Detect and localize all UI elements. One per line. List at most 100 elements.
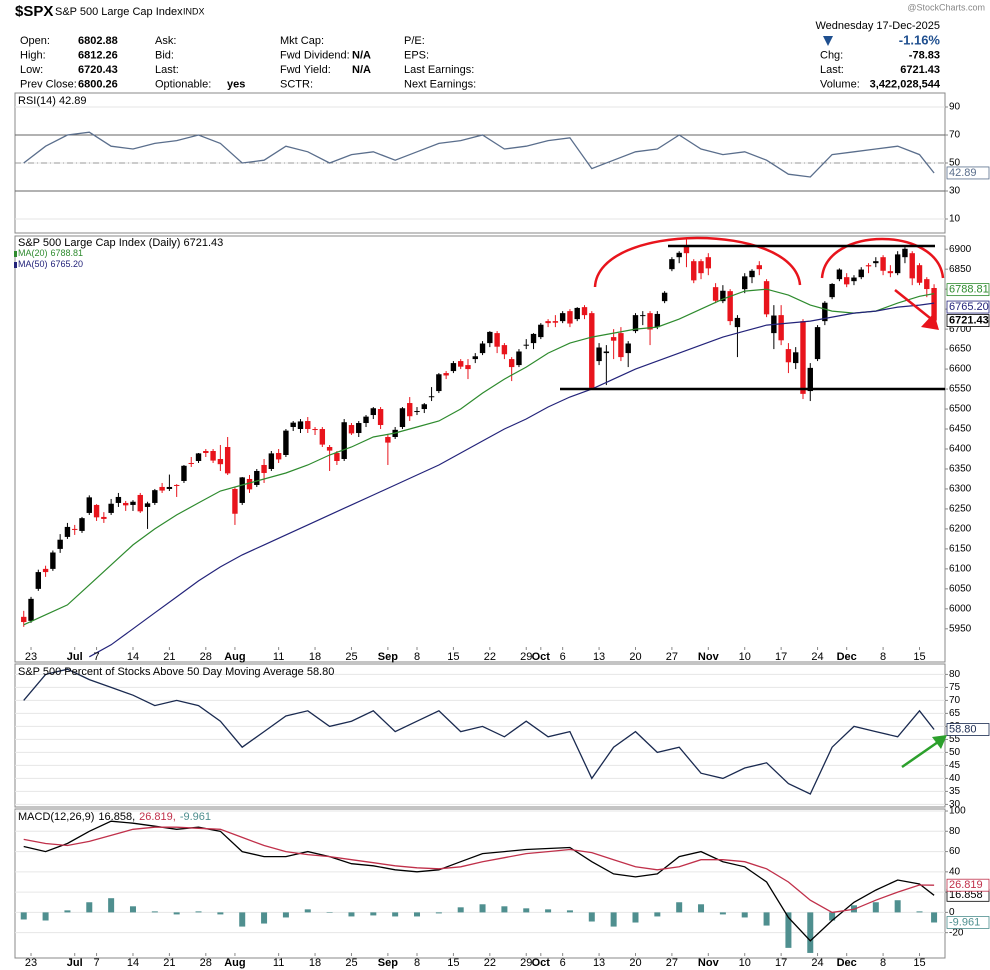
candle-body [72,528,78,530]
x-tick-label: 8 [880,957,886,969]
x-tick-label: 29 [520,651,532,663]
candle-body [86,497,92,513]
series-line [23,131,935,178]
candle-body [807,367,813,392]
candle-body [814,327,821,360]
value-box-label: 16.858 [949,889,983,901]
y-tick-label: 80 [949,669,961,680]
histogram-bar [108,898,115,913]
field-label: Open: [20,35,50,47]
y-tick-label: 100 [949,806,966,817]
x-tick-label: 27 [666,651,678,663]
x-tick-label: 27 [666,957,678,969]
value-box-label: 42.89 [949,167,977,179]
title-value: 16.858, [98,811,135,823]
candle-body [181,465,187,481]
candle-body [487,331,493,344]
field-label: Next Earnings: [404,78,476,90]
candle-body [508,359,515,368]
field-value: 3,422,028,544 [870,78,941,90]
candle-body [122,502,129,506]
candle-body [712,287,719,301]
histogram-bar [348,912,355,917]
candle-body [159,486,165,491]
candle-body [931,287,937,321]
candle-body [166,486,173,489]
x-tick-label: 14 [127,957,139,969]
value-box-label: 6721.43 [949,314,989,326]
histogram-bar [435,912,442,914]
x-tick-label: 22 [484,651,496,663]
x-tick-label: 28 [200,957,212,969]
candle-body [312,429,318,431]
histogram-bar [64,910,71,913]
x-tick-label: 8 [414,651,420,663]
green-arrow-head [932,735,947,749]
candle-body [57,539,63,549]
candle-body [64,526,71,537]
field-value: N/A [352,49,371,61]
candle-body [173,484,180,486]
candle-body [377,409,384,426]
x-tick-label: 11 [273,651,284,663]
candle-body [268,453,275,469]
value-box [946,916,990,929]
legend-entry: MA(20) 6788.81 [18,248,83,258]
panel-frame [14,808,946,959]
candle-body [275,452,282,460]
candle-body [443,373,449,376]
panel-title: S&P 500 Percent of Stocks Above 50 Day M… [18,666,334,678]
x-tick-label: 13 [593,651,605,663]
candle-body [232,488,238,514]
red-arrow [894,289,931,319]
x-tick-label: Sep [378,957,398,969]
candle-body [334,452,340,461]
candle-body [414,411,420,413]
candle-body [35,572,42,589]
y-tick-label: 90 [949,102,961,113]
candle-body [530,333,537,344]
candle-body [326,447,333,451]
field-label: High: [20,49,46,61]
candle-body [261,464,267,473]
histogram-bar [239,912,246,927]
panel-title: RSI(14) 42.89 [18,95,86,107]
candle-body [676,252,682,258]
candle-body [290,422,296,428]
x-tick-label: 14 [127,651,139,663]
candle-body [246,478,253,490]
candle-body [516,351,522,366]
y-tick-label: 35 [949,786,961,797]
down-triangle [823,36,833,46]
histogram-bar [217,912,224,915]
candle-body [574,307,580,320]
legend-name: MA(50) [18,259,48,269]
candle-body [297,421,304,430]
x-tick-label: 21 [163,957,175,969]
x-tick-label: 6 [560,651,566,663]
x-tick-label: 11 [273,957,284,969]
histogram-bar [545,909,552,913]
histogram-bar [829,912,836,921]
x-tick-label: 23 [25,651,37,663]
candle-body [742,276,748,290]
field-value: 6800.26 [78,78,118,90]
histogram-bar [676,902,683,913]
x-tick-label: 22 [484,957,496,969]
value-box-label: 58.80 [949,723,977,735]
x-tick-label: 8 [880,651,886,663]
histogram-bar [282,912,289,918]
panel-title: MACD(12,26,9) 16.858, 26.819, -9.961 [18,811,211,823]
histogram-bar [807,912,814,953]
candle-body [567,311,573,324]
title-text: MACD(12,26,9) [18,811,94,823]
histogram-bar [916,911,923,913]
field-label: Last: [155,64,179,76]
x-tick-label: 25 [345,957,357,969]
x-tick-label: 20 [629,651,641,663]
candle-body [283,430,289,455]
histogram-bar [20,912,27,920]
legend-value: 6765.20 [51,259,84,269]
candle-body [865,265,872,267]
candle-body [101,516,107,519]
